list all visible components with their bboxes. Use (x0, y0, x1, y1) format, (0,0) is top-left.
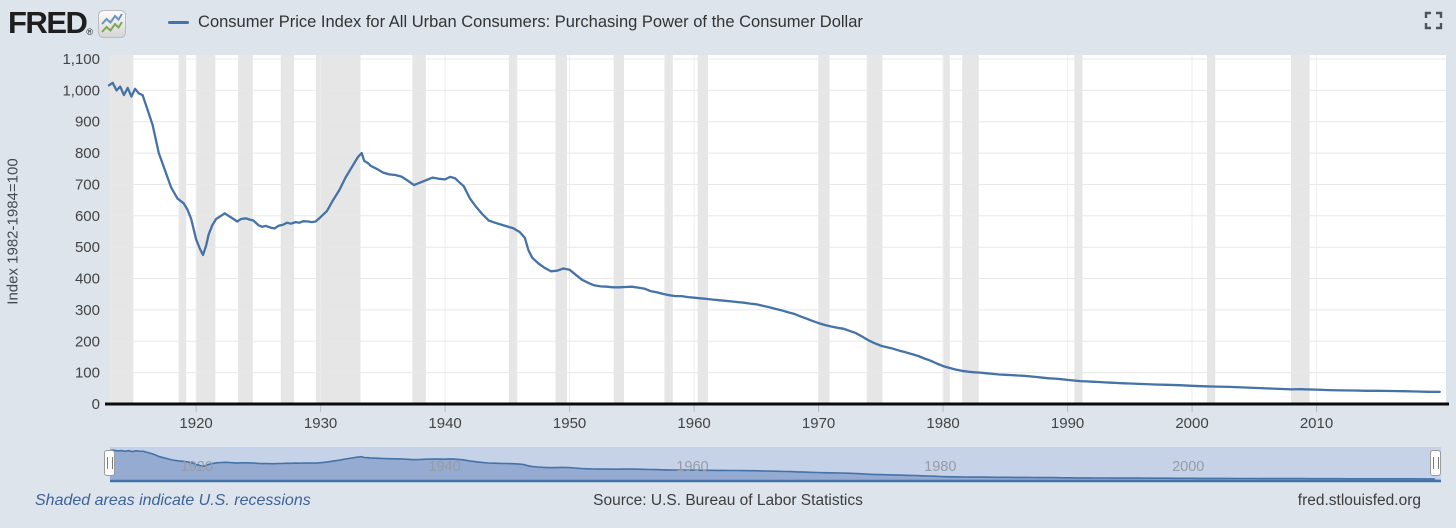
x-tick-label: 1950 (553, 415, 586, 432)
recession-band (962, 55, 979, 404)
y-tick-label: 400 (75, 271, 100, 288)
slider-handle-grip (106, 457, 113, 469)
recession-band (943, 55, 950, 404)
slider-handle-right[interactable] (1430, 450, 1441, 476)
x-tick-label: 1940 (428, 415, 461, 432)
y-tick-label: 300 (75, 302, 100, 319)
y-tick-label: 0 (92, 396, 100, 413)
site-link-text: fred.stlouisfed.org (1297, 492, 1421, 509)
recession-band (196, 55, 216, 404)
fullscreen-expand-icon (1424, 11, 1442, 30)
recession-band (238, 55, 253, 404)
slider-handle-left[interactable] (104, 450, 115, 476)
fullscreen-button[interactable] (1422, 11, 1444, 33)
registered-trademark: ® (86, 27, 94, 37)
x-tick-label: 1920 (179, 415, 212, 432)
recession-band (664, 55, 673, 404)
fred-logo-text: FRED (8, 5, 88, 40)
chart-title: Consumer Price Index for All Urban Consu… (198, 13, 863, 31)
y-tick-label: 500 (75, 239, 100, 256)
y-tick-label: 800 (75, 145, 100, 162)
series-legend-line (168, 21, 190, 24)
y-tick-label: 1,100 (62, 51, 100, 68)
slider-decade-label: 1940 (428, 459, 460, 475)
slider-decade-label: 1960 (676, 459, 708, 475)
range-slider-chart[interactable]: 1920 1940 1960 1980 2000 (0, 445, 1456, 487)
data-line (107, 81, 1441, 394)
recession-band (818, 55, 830, 404)
x-tick-label: 1990 (1051, 415, 1084, 432)
slider-decade-label: 1920 (181, 459, 213, 475)
y-tick-label: 200 (75, 333, 100, 350)
main-chart[interactable]: 0 100 200 300 400 500 600 700 800 900 1,000 1,100 19… (0, 45, 1456, 445)
x-tick-label: 2000 (1175, 415, 1208, 432)
x-tick-label: 1960 (677, 415, 710, 432)
fred-chart-logo-icon (98, 10, 127, 38)
y-tick-label: 1,000 (62, 82, 100, 99)
recession-band (697, 55, 708, 404)
recession-band (1074, 55, 1083, 404)
recession-band (555, 55, 567, 404)
x-tick-label: 1980 (926, 415, 959, 432)
recession-band (412, 55, 426, 404)
slider-decade-label: 2000 (1172, 459, 1204, 475)
footer: Shaded areas indicate U.S. recessions So… (0, 492, 1456, 510)
x-tick-label: 1930 (304, 415, 337, 432)
recession-band (315, 55, 361, 404)
y-tick-label: 100 (75, 365, 100, 382)
header: FRED ® Consumer Price Index for All Urba… (0, 0, 1456, 45)
recession-band (613, 55, 624, 404)
plot-background (109, 55, 1446, 404)
recession-band (508, 55, 518, 404)
y-tick-label: 600 (75, 208, 100, 225)
recession-band (1291, 55, 1310, 404)
fred-logo[interactable]: FRED ® (8, 5, 127, 40)
recession-note-link[interactable]: Shaded areas indicate U.S. recessions (35, 492, 311, 509)
y-tick-label: 700 (75, 177, 100, 194)
slider-area-line (109, 449, 1435, 480)
y-tick-label: 900 (75, 114, 100, 131)
recession-band (280, 55, 295, 404)
recession-band (1207, 55, 1216, 404)
recession-band (178, 55, 187, 404)
slider-area-fill (110, 450, 1441, 480)
x-tick-label: 1970 (802, 415, 835, 432)
x-tick-label: 2010 (1300, 415, 1333, 432)
recession-band (109, 55, 134, 404)
recession-band (866, 55, 883, 404)
slider-handle-grip (1432, 457, 1439, 469)
slider-decade-label: 1980 (924, 459, 956, 475)
source-text: Source: U.S. Bureau of Labor Statistics (593, 492, 863, 509)
